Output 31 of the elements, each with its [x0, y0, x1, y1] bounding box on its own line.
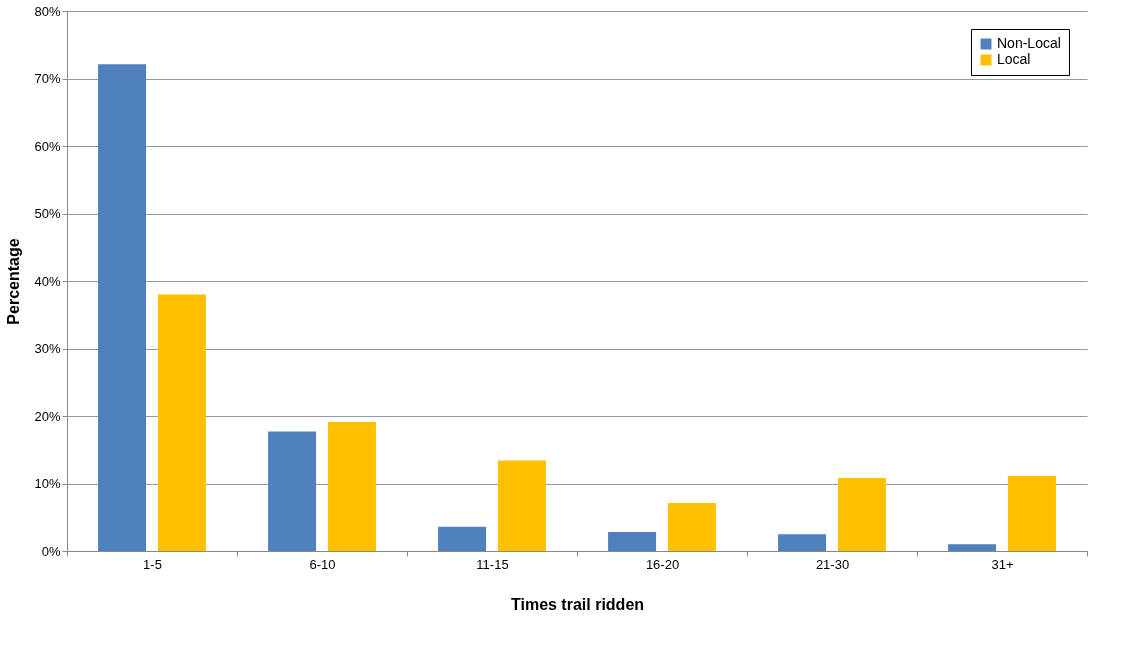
bar [157, 294, 206, 551]
y-axis-title: Percentage [5, 238, 23, 325]
y-tick-label: 20% [34, 408, 61, 424]
x-tick-label: 6-10 [309, 556, 336, 572]
x-tick-label: 16-20 [645, 556, 680, 572]
x-tick-label: 31+ [991, 556, 1014, 572]
legend-label: Non-Local [997, 35, 1061, 51]
bar [327, 422, 376, 551]
y-tick-label: 50% [34, 206, 61, 221]
bar [948, 544, 997, 551]
y-tick-label: 30% [34, 341, 61, 356]
x-tick-label: 11-15 [476, 556, 509, 572]
bar [497, 460, 546, 551]
x-axis-title: Times trail ridden [510, 595, 645, 613]
y-tick-label: 70% [34, 71, 61, 86]
bar [837, 478, 886, 551]
bar [667, 503, 716, 551]
y-tick-label: 0% [41, 543, 61, 559]
y-tick-label: 60% [34, 138, 61, 154]
x-tick-label: 1-5 [143, 556, 162, 572]
bar [98, 64, 147, 551]
bar [608, 532, 657, 551]
y-tick-label: 10% [34, 476, 61, 491]
y-tick-label: 40% [34, 273, 61, 289]
y-tick-label: 80% [34, 3, 61, 19]
bar [778, 534, 827, 551]
bar [1007, 476, 1056, 551]
bar [438, 526, 487, 551]
bar [268, 431, 317, 551]
x-tick-label: 21-30 [815, 556, 850, 572]
legend-label: Local [997, 51, 1031, 67]
